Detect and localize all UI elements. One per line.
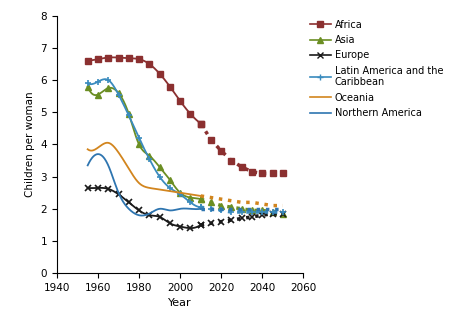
Legend: Africa, Asia, Europe, Latin America and the
Caribbean, Oceania, Northern America: Africa, Asia, Europe, Latin America and … xyxy=(306,16,447,122)
Y-axis label: Children per woman: Children per woman xyxy=(25,92,35,197)
X-axis label: Year: Year xyxy=(168,299,192,308)
